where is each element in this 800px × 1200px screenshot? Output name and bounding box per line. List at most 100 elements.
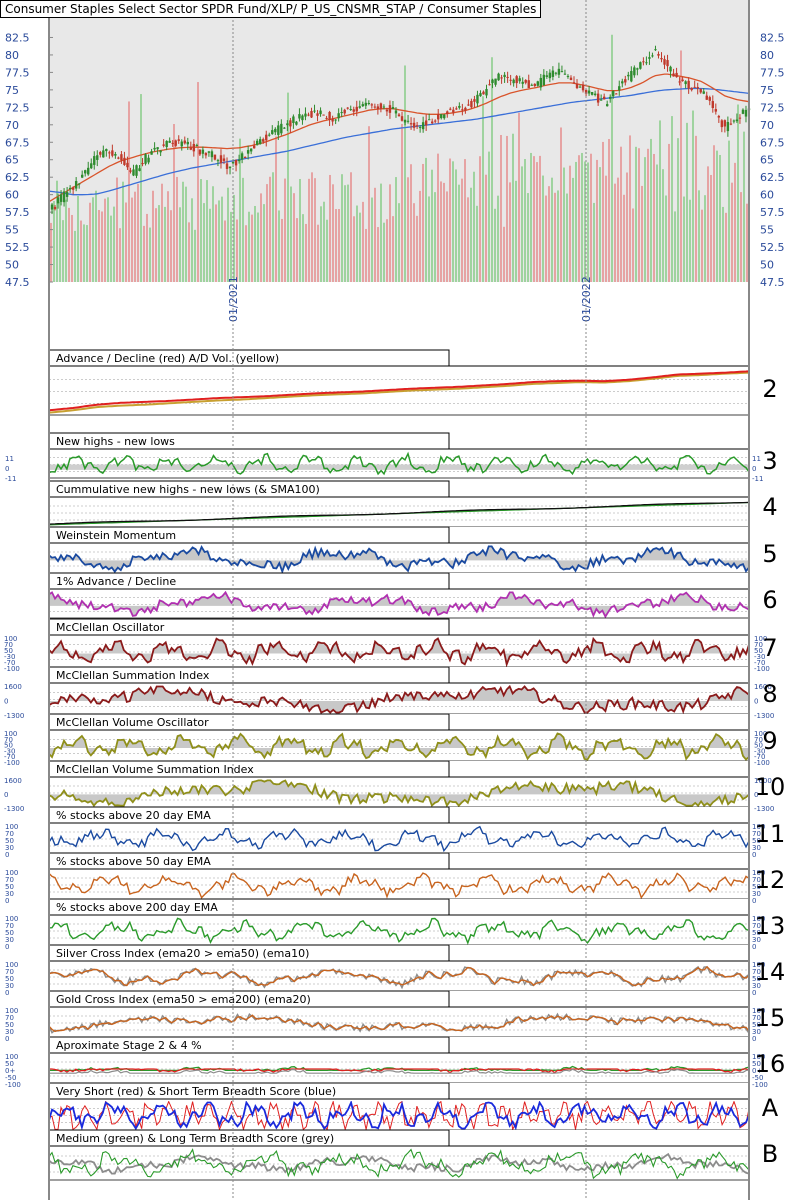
panel-tick-right: 100 (752, 823, 765, 831)
panel-tick-right: -30 (754, 747, 765, 755)
panel-tick-right: -70 (754, 753, 765, 761)
panel-tick-left: 0+ (5, 1067, 15, 1075)
candle-body (666, 60, 669, 67)
candle-body (388, 105, 392, 113)
volume-bar (500, 134, 502, 282)
date-axis-label: 01/2022 (580, 276, 593, 322)
candle-body (642, 61, 645, 63)
volume-bar (245, 225, 247, 282)
indicator-panel-8 (48, 666, 750, 715)
candle-body (237, 159, 241, 162)
panel-tick-left: -100 (4, 759, 20, 767)
candle-body (627, 74, 630, 77)
volume-bar (482, 96, 484, 283)
indicator-panel-10 (48, 760, 750, 808)
candle-body (201, 149, 205, 154)
candle-body (563, 73, 567, 75)
ad-volume-line (48, 371, 750, 414)
candle-body (684, 81, 687, 85)
candle-body (243, 156, 247, 159)
candle-body (174, 140, 177, 146)
volume-bar (344, 185, 346, 282)
volume-bar (290, 186, 292, 282)
candle-body (310, 110, 313, 118)
panel-title: Medium (green) & Long Term Breadth Score… (56, 1132, 334, 1145)
volume-bar (278, 210, 280, 282)
volume-bar (257, 212, 259, 282)
volume-bar (155, 208, 157, 282)
volume-bar (80, 220, 82, 282)
volume-bar (125, 202, 127, 282)
candle-body (581, 84, 585, 91)
volume-bar (392, 216, 394, 282)
volume-bar (656, 164, 658, 282)
candle-body (195, 144, 199, 146)
candle-body (726, 121, 730, 132)
price-tick-label-right: 65 (760, 154, 774, 167)
volume-bar (251, 214, 253, 282)
candle-body (696, 86, 699, 89)
price-tick-label-left: 60 (5, 189, 19, 202)
volume-bar (545, 195, 547, 282)
candle-body (621, 81, 624, 84)
price-tick-label-left: 82.5 (5, 31, 30, 44)
panel-number: 15 (755, 1004, 786, 1032)
volume-bar (284, 178, 286, 282)
volume-bar (62, 220, 64, 282)
volume-bar (215, 204, 217, 282)
volume-bar (731, 182, 733, 282)
indicator-line (48, 545, 750, 575)
panel-tick-left: 50 (5, 975, 14, 983)
candle-body (141, 163, 144, 165)
volume-bar (50, 222, 52, 282)
panel-tick-left: 1600 (4, 777, 22, 785)
panel-title: % stocks above 200 day EMA (56, 901, 218, 914)
candle-body (328, 112, 331, 121)
volume-bar (383, 222, 385, 282)
candle-body (560, 71, 564, 73)
volume-bar (212, 186, 214, 282)
volume-bar (602, 141, 604, 282)
panel-tick-left: 0 (4, 791, 8, 799)
panel-tick-right: 1600 (754, 777, 772, 785)
volume-bar (170, 210, 172, 282)
panel-tick-right: 50 (754, 647, 763, 655)
candle-body (68, 187, 72, 190)
volume-bar (248, 211, 250, 282)
panel-tick-left: 100 (5, 869, 18, 877)
candle-body (476, 94, 479, 104)
candle-body (249, 148, 253, 152)
candle-body (690, 87, 693, 91)
volume-bar (134, 191, 136, 282)
panel-tick-left: 30 (5, 1028, 14, 1036)
volume-bar (713, 145, 715, 282)
volume-bar (449, 158, 451, 282)
panel-tick-right: 70 (754, 641, 763, 649)
volume-bar (164, 206, 166, 282)
panel-tick-left: -11 (5, 475, 16, 483)
volume-bar (524, 159, 526, 282)
panel-number: 6 (762, 586, 777, 614)
volume-bar (74, 230, 76, 282)
price-tick-label-left: 67.5 (5, 136, 30, 149)
candle-body (171, 142, 174, 144)
chart-title: Consumer Staples Select Sector SPDR Fund… (0, 0, 542, 18)
price-tick-label-right: 77.5 (760, 66, 785, 79)
candle-body (216, 160, 220, 162)
indicator-shaded-area (49, 733, 749, 760)
panel-tick-right: 30 (752, 936, 761, 944)
candle-body (455, 108, 458, 110)
panel-title: McClellan Summation Index (56, 669, 210, 682)
volume-bar (122, 181, 124, 282)
volume-bar (527, 193, 529, 282)
candle-body (536, 81, 539, 86)
volume-bar (635, 146, 637, 282)
price-tick-label-right: 57.5 (760, 206, 785, 219)
panel-tick-left: 70 (5, 1014, 14, 1022)
volume-bar (470, 187, 472, 282)
panel-tick-left: -100 (4, 665, 20, 673)
volume-bar (431, 169, 433, 282)
panel-tick-left: 100 (5, 915, 18, 923)
volume-bar (683, 196, 685, 282)
panel-title: Very Short (red) & Short Term Breadth Sc… (56, 1085, 336, 1098)
